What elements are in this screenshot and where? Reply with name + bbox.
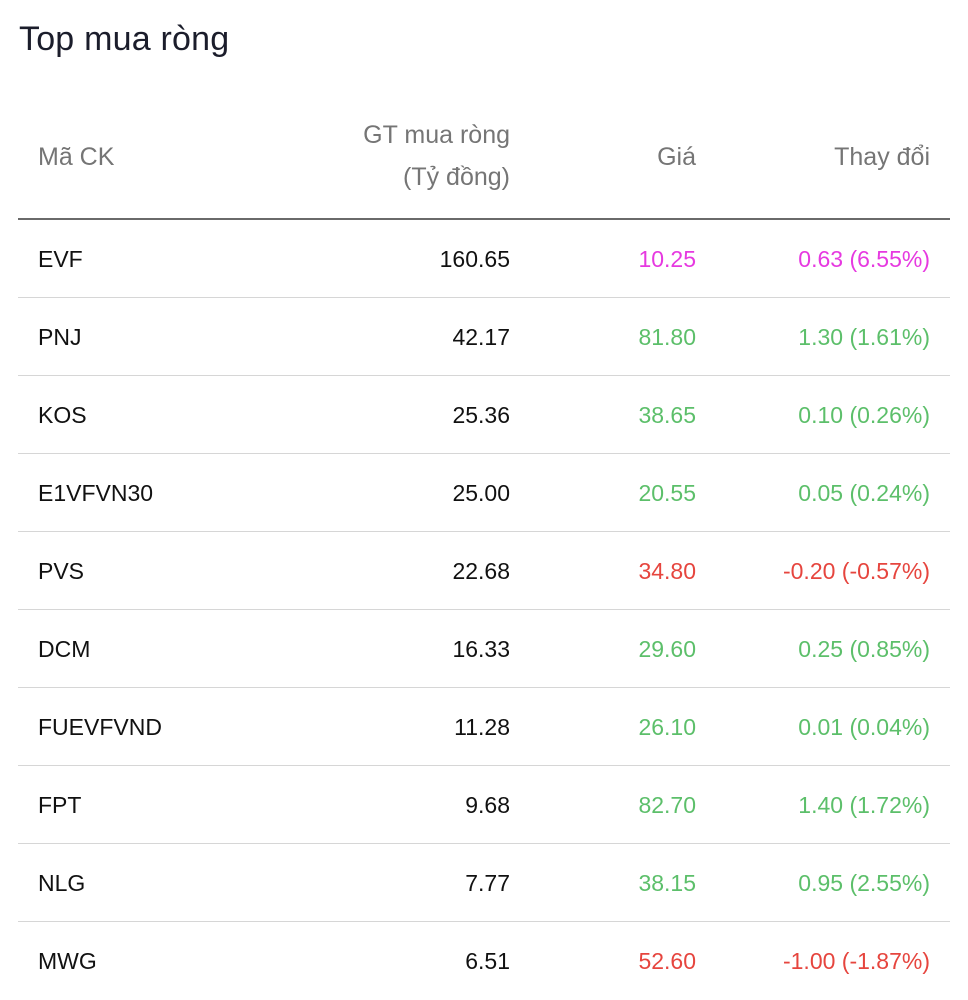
price: 29.60 xyxy=(638,636,696,662)
table-row[interactable]: PNJ 42.17 81.80 1.30 (1.61%) xyxy=(18,298,950,376)
page-title: Top mua ròng xyxy=(19,20,230,58)
stock-code[interactable]: MWG xyxy=(38,948,97,974)
price: 20.55 xyxy=(638,480,696,506)
price-change: 0.10 (0.26%) xyxy=(798,402,930,428)
stock-code[interactable]: PVS xyxy=(38,558,85,584)
stock-code[interactable]: NLG xyxy=(38,870,86,896)
price-change: 0.63 (6.55%) xyxy=(798,246,930,272)
stock-code[interactable]: EVF xyxy=(38,246,83,272)
price-change: 1.40 (1.72%) xyxy=(798,792,930,818)
stock-code[interactable]: FUEVFVND xyxy=(38,714,162,740)
column-header-code[interactable]: Mã CK xyxy=(38,143,115,171)
net-buy-value: 7.77 xyxy=(465,870,510,896)
stock-code[interactable]: E1VFVN30 xyxy=(38,480,154,506)
table-row[interactable]: NLG 7.77 38.15 0.95 (2.55%) xyxy=(18,844,950,922)
price-change: 0.01 (0.04%) xyxy=(798,714,930,740)
price-change: -1.00 (-1.87%) xyxy=(782,948,930,974)
table-row[interactable]: DCM 16.33 29.60 0.25 (0.85%) xyxy=(18,610,950,688)
column-header-net-buy-value-line1: GT mua ròng xyxy=(363,121,510,149)
price: 52.60 xyxy=(638,948,696,974)
net-buy-value: 42.17 xyxy=(452,324,510,350)
net-buy-value: 160.65 xyxy=(439,246,510,272)
price: 38.65 xyxy=(638,402,696,428)
net-buy-value: 16.33 xyxy=(452,636,510,662)
net-buy-table: Mã CK GT mua ròng (Tỷ đồng) Giá Thay đổi… xyxy=(18,100,950,999)
table-row[interactable]: KOS 25.36 38.65 0.10 (0.26%) xyxy=(18,376,950,454)
net-buy-value: 6.51 xyxy=(465,948,510,974)
price: 82.70 xyxy=(638,792,696,818)
table-row[interactable]: FUEVFVND 11.28 26.10 0.01 (0.04%) xyxy=(18,688,950,766)
price: 26.10 xyxy=(638,714,696,740)
price-change: 0.95 (2.55%) xyxy=(798,870,930,896)
table-row[interactable]: MWG 6.51 52.60 -1.00 (-1.87%) xyxy=(18,922,950,999)
stock-code[interactable]: PNJ xyxy=(38,324,82,350)
price: 34.80 xyxy=(638,558,696,584)
column-header-price[interactable]: Giá xyxy=(657,143,696,171)
net-buy-value: 11.28 xyxy=(454,714,510,740)
table-row[interactable]: PVS 22.68 34.80 -0.20 (-0.57%) xyxy=(18,532,950,610)
price-change: 0.25 (0.85%) xyxy=(798,636,930,662)
column-header-change[interactable]: Thay đổi xyxy=(834,143,930,171)
net-buy-value: 25.00 xyxy=(452,480,510,506)
net-buy-value: 22.68 xyxy=(452,558,510,584)
net-buy-value: 9.68 xyxy=(465,792,510,818)
table-row[interactable]: E1VFVN30 25.00 20.55 0.05 (0.24%) xyxy=(18,454,950,532)
price: 38.15 xyxy=(638,870,696,896)
table-header: Mã CK GT mua ròng (Tỷ đồng) Giá Thay đổi xyxy=(18,100,950,220)
column-header-net-buy-value-line2: (Tỷ đồng) xyxy=(403,163,510,191)
price: 81.80 xyxy=(638,324,696,350)
price-change: 0.05 (0.24%) xyxy=(798,480,930,506)
price-change: -0.20 (-0.57%) xyxy=(782,558,930,584)
stock-code[interactable]: KOS xyxy=(38,402,87,428)
table-row[interactable]: FPT 9.68 82.70 1.40 (1.72%) xyxy=(18,766,950,844)
price: 10.25 xyxy=(638,246,696,272)
stock-code[interactable]: FPT xyxy=(38,792,82,818)
table-row[interactable]: EVF 160.65 10.25 0.63 (6.55%) xyxy=(18,220,950,298)
column-header-net-buy-value[interactable]: GT mua ròng (Tỷ đồng) xyxy=(363,114,510,198)
table-body: EVF 160.65 10.25 0.63 (6.55%) PNJ 42.17 … xyxy=(18,220,950,999)
net-buy-value: 25.36 xyxy=(452,402,510,428)
stock-code[interactable]: DCM xyxy=(38,636,91,662)
price-change: 1.30 (1.61%) xyxy=(798,324,930,350)
